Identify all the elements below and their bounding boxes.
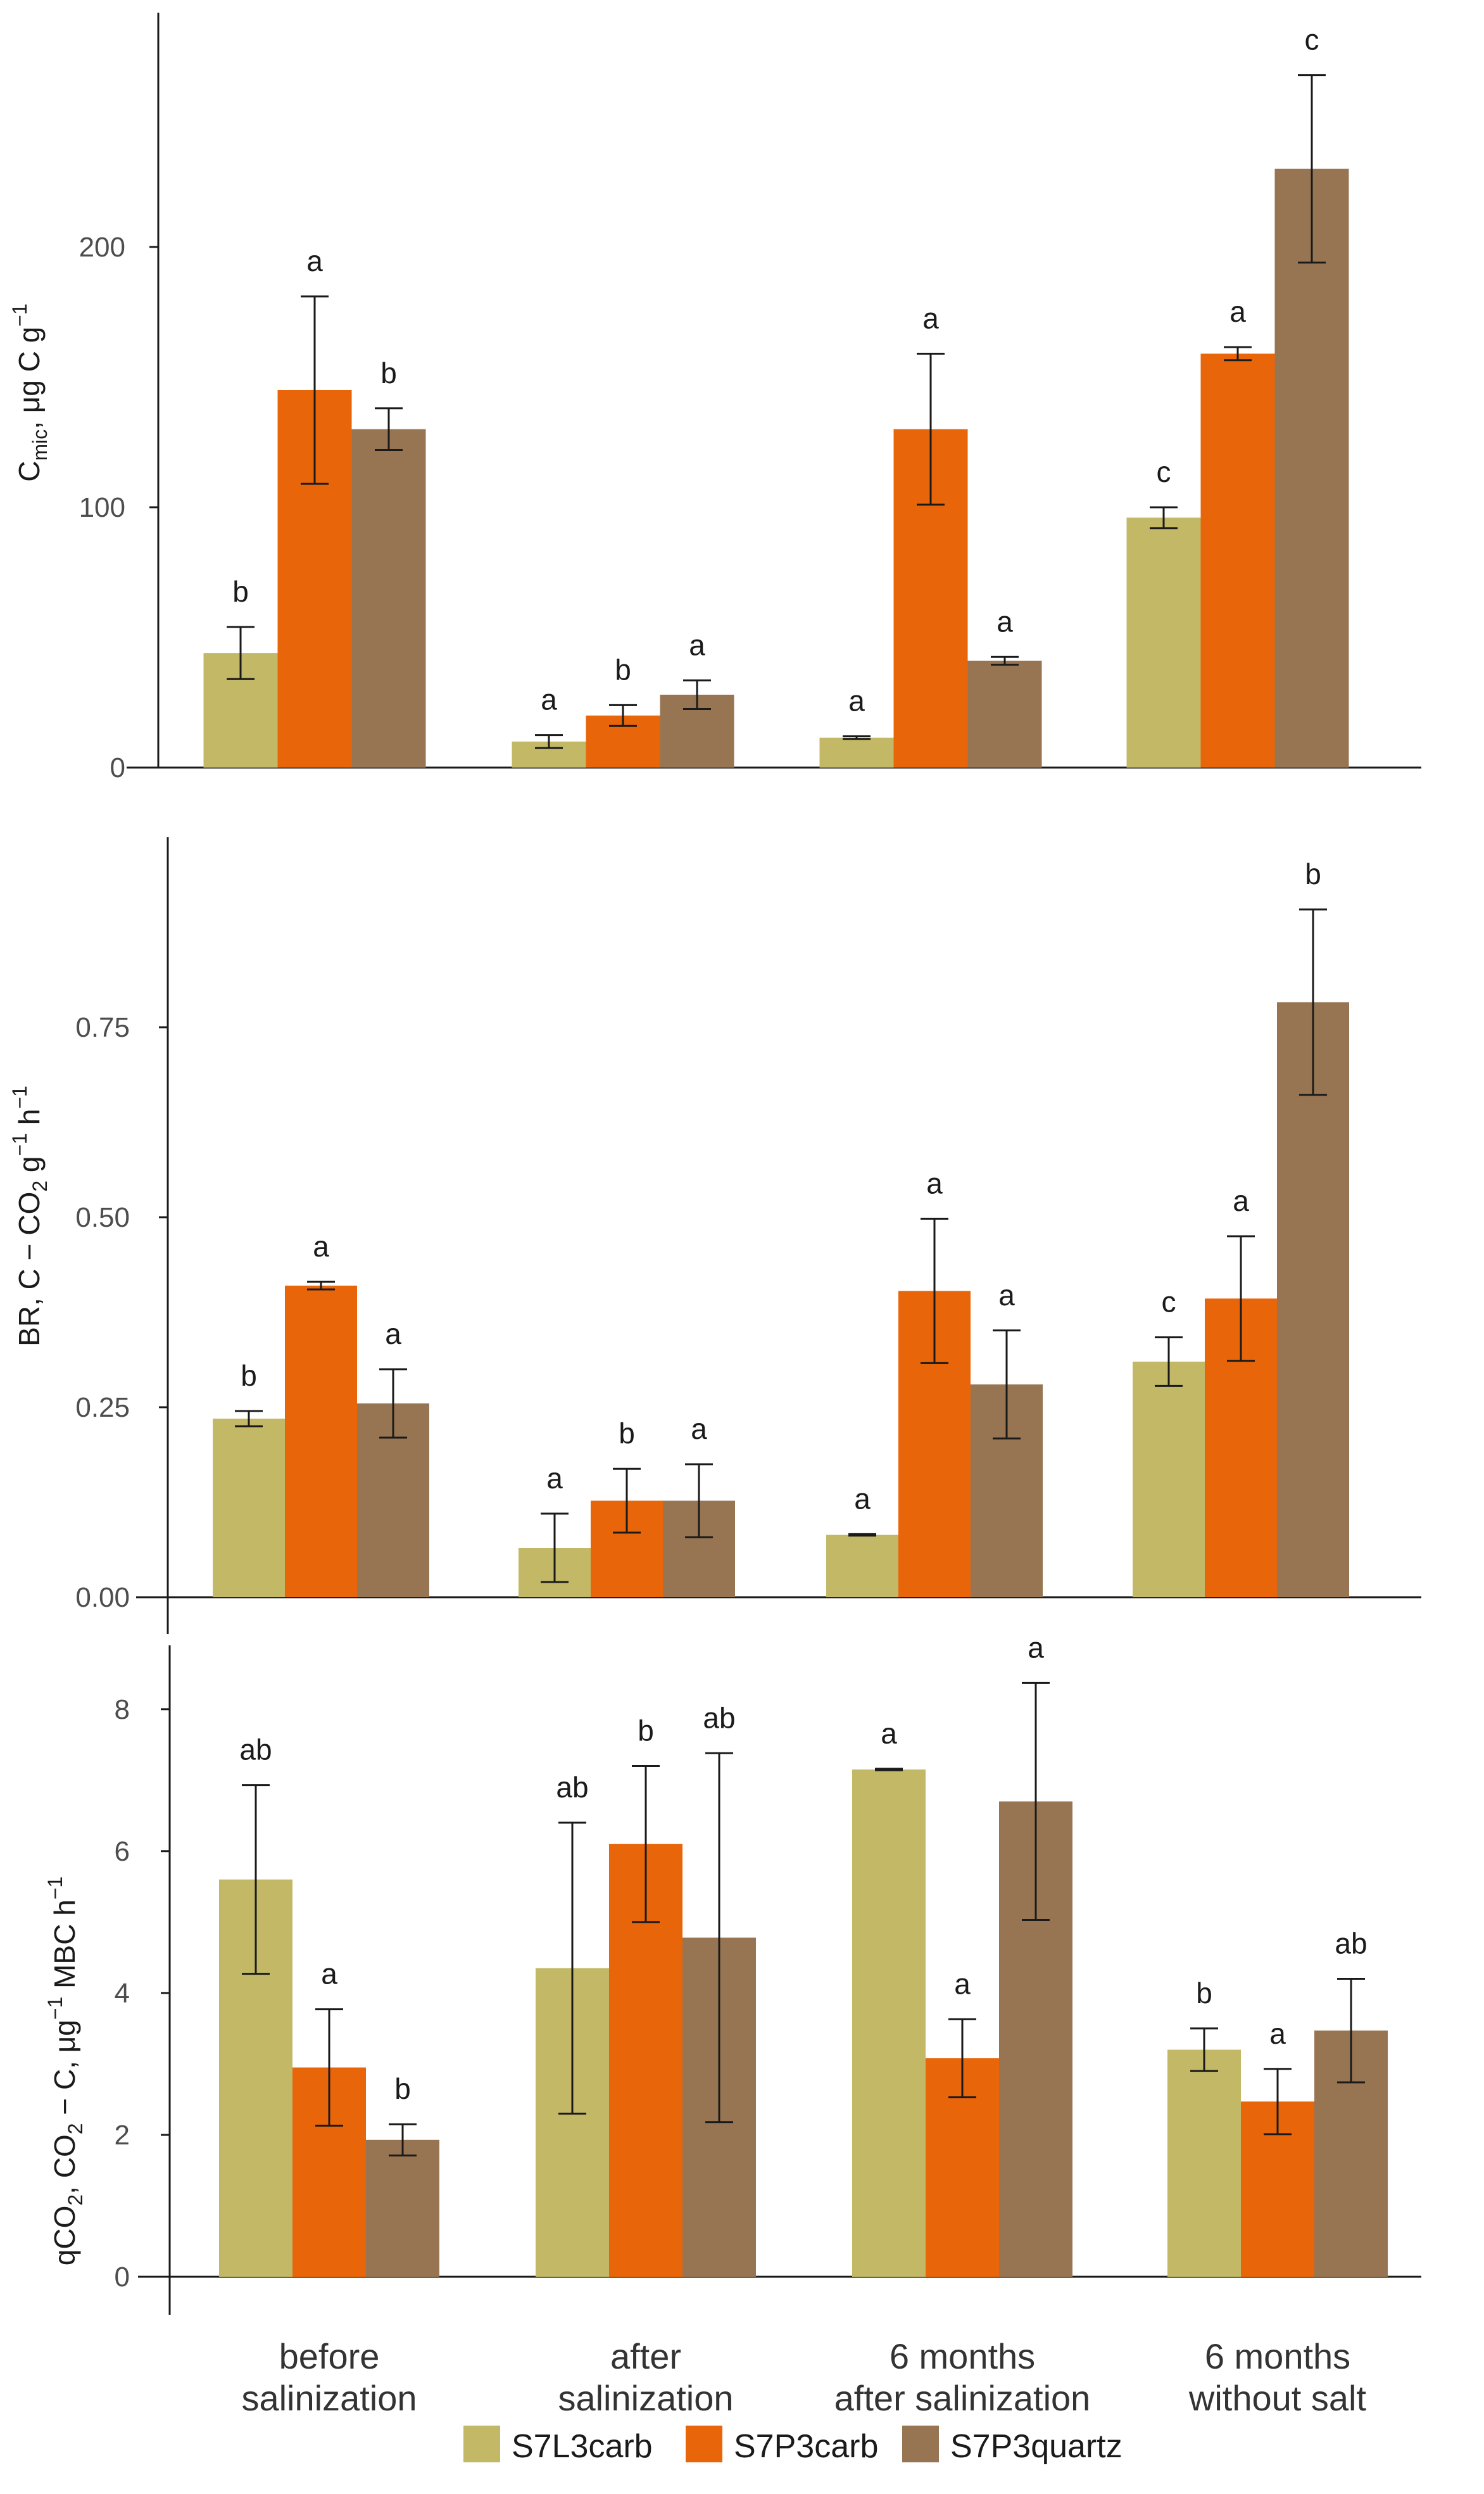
x-category-label: before: [279, 2336, 380, 2376]
x-category-label: 6 months: [890, 2336, 1035, 2376]
significance-label: b: [619, 1417, 635, 1450]
significance-label: a: [954, 1967, 971, 2000]
significance-label: a: [1233, 1184, 1249, 1217]
significance-label: a: [998, 1279, 1015, 1312]
x-category-label: salinization: [558, 2378, 733, 2418]
significance-label: a: [313, 1230, 329, 1263]
y-axis-title: BR, C − CO2 g−1 h−1: [8, 1086, 51, 1346]
panel-middle: 0.00 0.25 0.50 0.75 b a a c a b a a a a a b BR, C − CO2 …: [8, 837, 1421, 1613]
legend-label: S7P3quartz: [950, 2428, 1122, 2465]
significance-label: a: [306, 244, 323, 277]
legend-label: S7L3carb: [512, 2428, 653, 2465]
significance-label: ab: [1335, 1927, 1367, 1960]
bar-S7L3carb: [1133, 1362, 1205, 1597]
x-category-label: 6 months: [1205, 2336, 1350, 2376]
y-tick-label: 100: [79, 492, 125, 523]
bar-S7L3carb: [819, 737, 894, 768]
significance-label: a: [1229, 295, 1246, 328]
significance-label: b: [615, 653, 631, 686]
significance-label: a: [546, 1462, 563, 1495]
legend-label: S7P3carb: [734, 2428, 878, 2465]
y-tick-label: 0.00: [75, 1582, 130, 1613]
significance-label: a: [926, 1167, 943, 1200]
significance-label: a: [689, 628, 705, 661]
bar-S7P3quartz: [1277, 1002, 1349, 1597]
y-tick-label: 0: [115, 2262, 130, 2293]
legend-swatch-S7L3carb: [463, 2426, 500, 2462]
y-tick-label: 0.75: [75, 1012, 130, 1043]
bar-S7L3carb: [826, 1535, 898, 1597]
y-tick-label: 2: [115, 2120, 130, 2151]
y-tick-label: 0: [110, 752, 125, 783]
significance-label: a: [541, 683, 557, 716]
significance-label: a: [881, 1717, 897, 1750]
significance-label: ab: [703, 1701, 735, 1734]
y-tick-label: 0.50: [75, 1202, 130, 1233]
significance-label: b: [638, 1714, 654, 1747]
y-axis-title: Cmic, μg C g−1: [8, 303, 51, 482]
significance-label: b: [1305, 858, 1321, 890]
significance-label: b: [394, 2072, 411, 2105]
y-tick-label: 8: [115, 1694, 130, 1725]
bar-S7L3carb: [213, 1419, 285, 1597]
bar-S7L3carb: [1126, 517, 1201, 768]
significance-label: a: [854, 1482, 871, 1515]
significance-label: b: [241, 1359, 257, 1392]
significance-label: a: [1269, 2017, 1286, 2050]
x-category-label: after salinization: [834, 2378, 1091, 2418]
y-tick-label: 6: [115, 1836, 130, 1867]
bar-S7L3carb: [852, 1769, 926, 2277]
bar-S7L3carb: [1167, 2049, 1241, 2277]
y-tick-label: 4: [115, 1978, 130, 2009]
significance-label: a: [385, 1317, 401, 1350]
bar-S7P3quartz: [366, 2139, 439, 2277]
significance-label: ab: [556, 1771, 588, 1804]
significance-label: a: [848, 685, 865, 718]
x-category-label: salinization: [241, 2378, 417, 2418]
x-category-label: after: [610, 2336, 681, 2376]
significance-label: a: [321, 1958, 337, 1991]
significance-label: ab: [239, 1733, 272, 1766]
y-tick-label: 200: [79, 232, 125, 263]
significance-label: c: [1305, 23, 1319, 56]
bar-S7P3quartz: [1274, 168, 1349, 768]
legend-swatch-S7P3quartz: [902, 2426, 939, 2462]
significance-label: c: [1162, 1286, 1176, 1319]
significance-label: b: [1196, 1977, 1212, 2010]
legend-swatch-S7P3carb: [686, 2426, 722, 2462]
significance-label: a: [691, 1412, 707, 1445]
significance-label: c: [1157, 455, 1171, 488]
y-axis-title: qCO2, CO2 − C, μg−1 MBC h−1: [44, 1877, 87, 2265]
bar-S7P3carb: [285, 1286, 357, 1597]
bar-S7P3quartz: [351, 429, 426, 768]
panel-top: 0 100 200 b a a c a b a a b a a c Cmic, μg C g−1: [8, 13, 1421, 783]
significance-label: a: [922, 301, 939, 334]
x-category-label: without salt: [1188, 2378, 1367, 2418]
significance-label: b: [232, 575, 249, 608]
bar-S7P3quartz: [967, 661, 1042, 768]
y-tick-label: 0.25: [75, 1392, 130, 1423]
bar-S7P3carb: [1200, 353, 1275, 768]
significance-label: b: [380, 357, 397, 389]
significance-label: a: [1028, 1631, 1044, 1664]
significance-label: a: [997, 605, 1013, 638]
